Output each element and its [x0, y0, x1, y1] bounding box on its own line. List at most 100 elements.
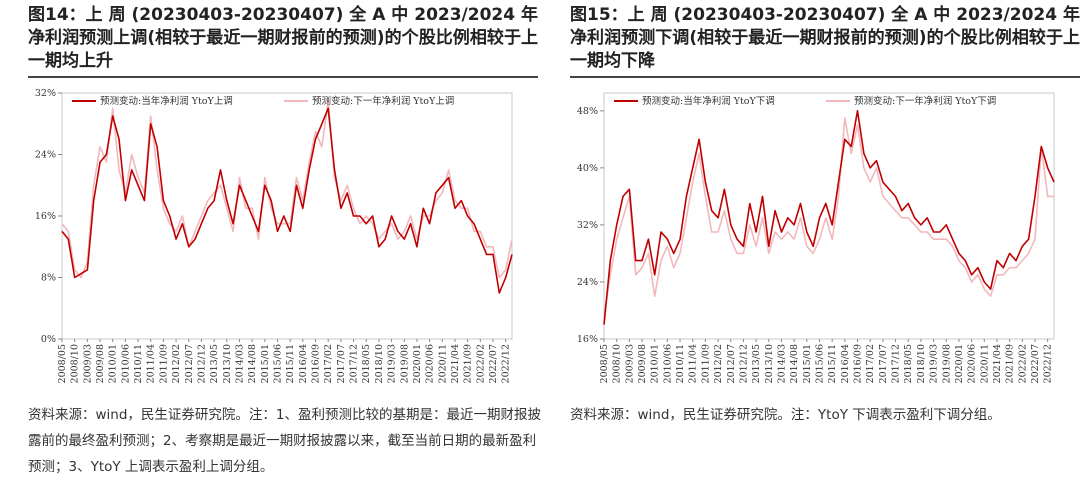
series-line [603, 110, 1055, 325]
y-tick-label: 24% [35, 150, 56, 161]
y-tick-label: 32% [35, 88, 56, 99]
chart: 0% 8% 16% 24% 32% 2008/05 2008/10 2009/03 2009/0… [35, 88, 513, 383]
y-tick-label: 0% [41, 334, 56, 345]
x-tick-label: 2011/09 [158, 344, 169, 383]
x-tick-label: 2020/01 [954, 344, 965, 383]
x-tick-label: 2008/05 [599, 344, 610, 383]
y-tick-label: 48% [577, 106, 598, 117]
x-tick-label: 2019/03 [387, 344, 398, 383]
x-tick-label: 2017/07 [878, 344, 889, 383]
x-tick-label: 2017/02 [865, 344, 876, 383]
x-tick-label: 2015/06 [272, 344, 283, 383]
x-tick-label: 2017/12 [891, 344, 902, 383]
y-tick-label: 32% [577, 220, 598, 231]
y-tick-label: 40% [577, 163, 598, 174]
x-tick-label: 2008/10 [612, 344, 623, 383]
x-tick-label: 2012/07 [184, 344, 195, 383]
panel: 图14：上 周 (20230403-20230407) 全 A 中 2023/2… [28, 0, 553, 484]
x-tick-label: 2018/10 [916, 344, 927, 383]
x-tick-label: 2010/11 [675, 344, 686, 383]
x-tick-label: 2009/08 [637, 344, 648, 383]
x-tick-label: 2014/03 [234, 344, 245, 383]
x-tick-label: 2012/12 [196, 344, 207, 383]
x-tick-label: 2018/05 [361, 344, 372, 383]
x-tick-label: 2014/08 [247, 344, 258, 383]
x-tick-label: 2020/01 [412, 344, 423, 383]
x-tick-label: 2019/03 [929, 344, 940, 383]
x-tick-label: 2013/05 [751, 344, 762, 383]
x-tick-label: 2009/03 [624, 344, 635, 383]
x-tick-label: 2015/11 [285, 344, 296, 383]
x-tick-label: 2019/08 [399, 344, 410, 383]
x-tick-label: 2010/11 [133, 344, 144, 383]
x-tick-label: 2016/09 [311, 344, 322, 383]
x-tick-label: 2009/08 [95, 344, 106, 383]
x-tick-label: 2016/04 [840, 344, 851, 383]
x-tick-label: 2020/06 [425, 344, 436, 383]
y-tick-label: 16% [35, 211, 56, 222]
legend-label: 预测变动:下一年净利润 YtoY上调 [312, 95, 454, 107]
series-line [603, 117, 1054, 318]
x-tick-label: 2018/10 [374, 344, 385, 383]
x-tick-label: 2011/09 [700, 344, 711, 383]
chart-title: 图15：上 周 (20230403-20230407) 全 A 中 2023/2… [570, 4, 1080, 78]
x-tick-label: 2022/02 [1017, 344, 1028, 383]
x-tick-label: 2020/06 [967, 344, 978, 383]
x-tick-label: 2012/02 [713, 344, 724, 383]
panel: 图15：上 周 (20230403-20230407) 全 A 中 2023/2… [570, 0, 1080, 484]
x-tick-label: 2013/10 [764, 344, 775, 383]
x-tick-label: 2017/02 [323, 344, 334, 383]
x-tick-label: 2022/12 [1043, 344, 1054, 383]
x-tick-label: 2021/09 [463, 344, 474, 383]
legend-label: 预测变动:当年净利润 YtoY上调 [100, 95, 233, 107]
x-tick-label: 2011/04 [688, 344, 699, 383]
x-tick-label: 2015/06 [814, 344, 825, 383]
x-tick-label: 2014/08 [789, 344, 800, 383]
x-tick-label: 2014/03 [776, 344, 787, 383]
y-tick-label: 8% [41, 273, 56, 284]
x-tick-label: 2012/02 [171, 344, 182, 383]
plot-frame [61, 92, 513, 340]
x-tick-label: 2017/07 [336, 344, 347, 383]
x-tick-label: 2010/01 [650, 344, 661, 383]
x-tick-label: 2022/07 [488, 344, 499, 383]
y-tick-label: 16% [577, 334, 598, 345]
x-tick-label: 2021/09 [1005, 344, 1016, 383]
x-tick-label: 2013/05 [209, 344, 220, 383]
x-tick-label: 2021/04 [450, 344, 461, 383]
x-tick-label: 2012/12 [738, 344, 749, 383]
series-line [61, 107, 513, 294]
x-tick-label: 2016/09 [853, 344, 864, 383]
x-tick-label: 2010/01 [108, 344, 119, 383]
x-tick-label: 2016/04 [298, 344, 309, 383]
x-tick-label: 2008/05 [57, 344, 68, 383]
x-tick-label: 2017/12 [349, 344, 360, 383]
x-tick-label: 2010/06 [662, 344, 673, 383]
x-tick-label: 2013/10 [222, 344, 233, 383]
x-tick-label: 2008/10 [70, 344, 81, 383]
chart-title: 图14：上 周 (20230403-20230407) 全 A 中 2023/2… [28, 4, 538, 78]
x-tick-label: 2012/07 [726, 344, 737, 383]
x-tick-label: 2015/01 [802, 344, 813, 383]
chart: 16% 24% 32% 40% 48% 2008/05 2008/10 2009/03 2009… [577, 92, 1055, 383]
x-tick-label: 2022/02 [475, 344, 486, 383]
x-tick-label: 2020/11 [437, 344, 448, 383]
x-tick-label: 2022/12 [501, 344, 512, 383]
note: 资料来源：wind，民生证券研究院。注：1、盈利预测比较的基期是：最近一期财报披… [28, 407, 542, 475]
x-tick-label: 2011/04 [146, 344, 157, 383]
x-tick-label: 2010/06 [120, 344, 131, 383]
x-tick-label: 2009/03 [82, 344, 93, 383]
y-tick-label: 24% [577, 277, 598, 288]
legend-label: 预测变动:当年净利润 YtoY下调 [642, 95, 775, 107]
x-tick-label: 2015/01 [260, 344, 271, 383]
x-tick-label: 2015/11 [827, 344, 838, 383]
x-tick-label: 2021/04 [992, 344, 1003, 383]
x-tick-label: 2020/11 [979, 344, 990, 383]
plot-frame [603, 92, 1055, 340]
x-tick-label: 2022/07 [1030, 344, 1041, 383]
note: 资料来源：wind，民生证券研究院。注：YtoY 下调表示盈利下调分组。 [570, 407, 1001, 423]
series-line [61, 99, 513, 279]
legend-label: 预测变动:下一年净利润 YtoY下调 [854, 95, 996, 107]
x-tick-label: 2018/05 [903, 344, 914, 383]
